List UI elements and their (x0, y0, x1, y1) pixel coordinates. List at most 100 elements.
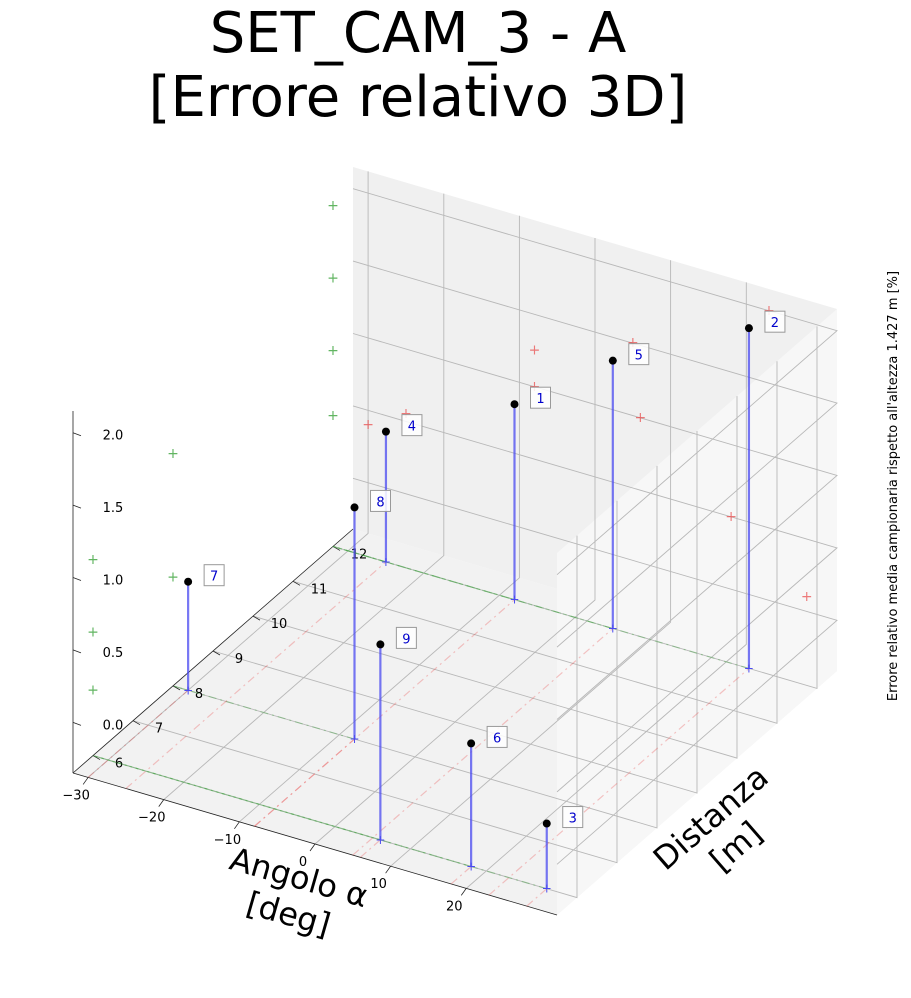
stem-base-marker-1: + (509, 593, 519, 607)
y-projection-marker-8: + (167, 446, 179, 462)
stem-base-marker-8: + (349, 732, 359, 746)
z-tick-label-2: 1.0 (103, 574, 124, 589)
x-gridline-4 (390, 260, 672, 867)
x-tick-mark-3 (309, 843, 316, 852)
x-tick-label-3: 0 (299, 855, 307, 870)
point-label-box-2 (764, 310, 786, 333)
y-tick-mark-0 (92, 755, 101, 760)
y-tick-label-3: 9 (235, 652, 243, 667)
x-projection-line-7 (87, 689, 189, 778)
chart-title-line2: [Errore relativo 3D] (149, 65, 688, 130)
z-tick-label-1: 0.5 (103, 646, 124, 661)
y-gridline-1 (132, 500, 618, 864)
y-projection-marker-5: + (327, 271, 339, 287)
data-point-9 (376, 640, 385, 649)
point-label-box-3 (562, 806, 584, 829)
point-label-2: 2 (771, 316, 779, 331)
z-gridline-2 (352, 333, 838, 720)
data-marks: +++++++++++++++++++1+2+3+4+5+6+7+8+9 (87, 198, 813, 907)
x-tick-label-5: 20 (446, 899, 463, 914)
y-gridline-5 (292, 361, 778, 724)
stem-base-marker-7: + (183, 683, 193, 697)
x-projection-line-5 (352, 628, 614, 856)
stem-base-marker-9: + (375, 833, 385, 847)
stem-base-marker-4: + (381, 555, 391, 569)
y-projection-marker-6: + (87, 624, 99, 640)
point-label-4: 4 (408, 420, 416, 435)
point-label-9: 9 (402, 632, 410, 647)
point-label-box-4 (401, 414, 423, 437)
z-gridline-4 (352, 188, 838, 576)
y-tick-mark-3 (212, 650, 221, 656)
stem-base-marker-3: + (542, 882, 552, 896)
point-label-box-6 (486, 725, 508, 748)
z-tick-label-3: 1.5 (103, 501, 124, 516)
z-tick-label-0: 0.0 (103, 718, 124, 733)
data-point-7 (184, 577, 193, 586)
point-label-6: 6 (493, 731, 501, 746)
x-projection-line-4 (125, 561, 387, 789)
data-point-4 (381, 427, 390, 436)
data-point-3 (542, 819, 551, 828)
y-tick-mark-5 (292, 580, 301, 586)
x-gridline-5 (466, 282, 747, 889)
y-gridline-2 (172, 465, 658, 829)
x-tick-label-1: −20 (138, 811, 165, 826)
x-tick-label-2: −10 (214, 833, 241, 848)
grid-lines (87, 171, 838, 899)
x-tick-mark-0 (82, 777, 89, 785)
z-gridline-3 (352, 260, 838, 648)
y-tick-mark-1 (132, 720, 141, 726)
z-tick-mark-0 (72, 721, 82, 726)
y-projection-line-2 (332, 545, 750, 670)
y-tick-label-4: 10 (271, 617, 288, 632)
x-projection-marker-6: + (725, 509, 737, 525)
stem-base-marker-5: + (608, 622, 618, 636)
z-tick-label-4: 2.0 (103, 429, 124, 444)
y-projection-marker-1: + (327, 343, 339, 359)
x-projection-line-3 (526, 888, 548, 907)
x-tick-mark-5 (460, 888, 467, 896)
z-tick-mark-3 (72, 504, 82, 509)
y-tick-mark-4 (252, 615, 261, 621)
x-gridline-3 (314, 238, 596, 845)
x-tick-mark-2 (234, 821, 240, 830)
y-tick-label-6: 12 (351, 547, 368, 562)
x-gridline-1 (163, 193, 445, 800)
stem-base-marker-2: + (744, 661, 754, 675)
y-gridline-0 (92, 535, 578, 899)
x-projection-marker-3: + (801, 589, 813, 605)
z-tick-mark-4 (72, 432, 82, 437)
point-label-7: 7 (210, 570, 218, 585)
x-projection-line-8 (254, 738, 355, 827)
y-projection-marker-2: + (327, 198, 339, 214)
x-axis-label: Angolo α[deg] (215, 840, 372, 952)
z-tick-mark-1 (72, 649, 82, 654)
point-label-8: 8 (376, 495, 384, 510)
x-tick-mark-4 (385, 865, 391, 874)
y-tick-label-5: 11 (311, 582, 328, 597)
z-axis-label: Errore relativo media campionaria rispet… (886, 271, 901, 701)
y-tick-label-0: 6 (115, 757, 123, 772)
y-gridline-3 (212, 431, 698, 794)
y-projection-marker-7: + (167, 569, 179, 585)
data-point-8 (350, 503, 359, 512)
point-label-box-8 (370, 489, 391, 512)
point-label-3: 3 (569, 812, 577, 827)
y-projection-line-1 (332, 545, 515, 601)
x-tick-label-4: 10 (370, 877, 387, 892)
point-label-1: 1 (536, 392, 544, 407)
data-point-5 (608, 356, 617, 365)
point-label-box-5 (628, 343, 650, 366)
data-point-1 (510, 400, 519, 409)
axis-ticks: −30 −20 −10 0 10 20 6 7 8 9 10 11 12 0.0 0.5 1.0 1.5 2.0 (62, 411, 558, 916)
x-gridline-2 (239, 215, 520, 823)
x-projection-line-9 (359, 839, 381, 858)
point-label-box-7 (203, 564, 225, 587)
y-tick-label-2: 8 (195, 687, 203, 702)
point-label-5: 5 (635, 349, 643, 364)
x-projection-line-1 (254, 599, 515, 827)
point-label-box-9 (395, 626, 417, 649)
x-projection-line-6 (450, 866, 472, 885)
